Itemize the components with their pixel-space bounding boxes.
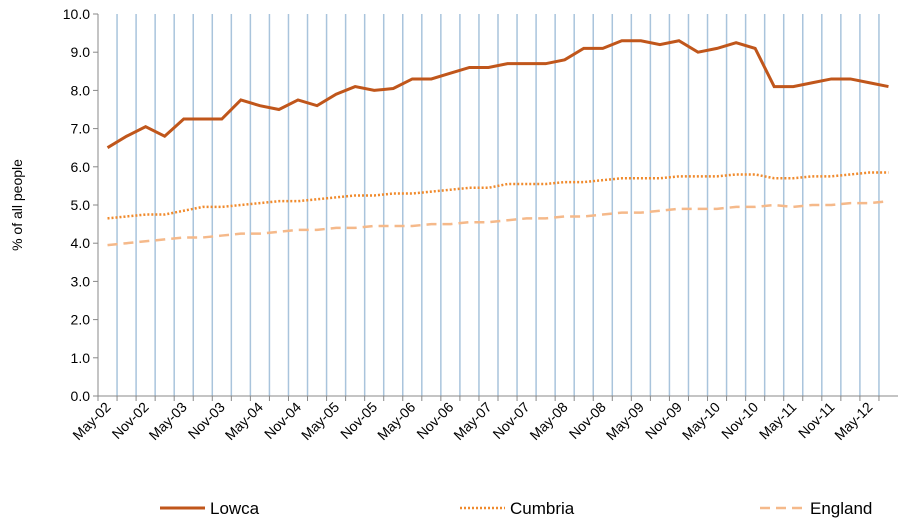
y-tick-label: 3.0 [71,273,91,289]
x-tick-label: May-06 [374,399,418,443]
y-tick-label: 0.0 [71,388,91,404]
x-tick-label: Nov-06 [413,399,456,442]
x-tick-label: Nov-04 [261,399,304,442]
x-tick-label: Nov-07 [489,399,532,442]
x-tick-label: Nov-11 [795,399,838,442]
x-tick-label: May-03 [146,399,190,443]
y-tick-label: 8.0 [71,82,91,98]
x-tick-label: Nov-08 [566,399,609,442]
y-tick-label: 9.0 [71,44,91,60]
x-tick-label: May-04 [222,399,266,443]
line-2 [107,199,889,247]
y-tick-label: 5.0 [71,197,91,213]
x-tick-label: May-10 [679,399,723,443]
line-0 [106,39,889,149]
x-tick-label: May-09 [603,399,647,443]
y-tick-label: 7.0 [71,121,91,137]
x-tick-label: Nov-03 [185,399,228,442]
y-tick-label: 2.0 [71,312,91,328]
legend-label: Lowca [210,499,260,518]
legend-label: Cumbria [510,499,575,518]
x-tick-label: May-07 [450,399,494,443]
y-axis-label: % of all people [9,159,25,251]
line-1 [107,171,889,220]
y-tick-label: 10.0 [63,6,90,22]
x-tick-label: May-02 [69,399,113,443]
x-tick-label: Nov-02 [109,399,152,442]
x-tick-label: May-08 [526,399,570,443]
x-tick-label: May-05 [298,399,342,443]
x-tick-label: Nov-10 [718,399,761,442]
y-tick-label: 1.0 [71,350,91,366]
legend-label: England [810,499,872,518]
y-tick-label: 4.0 [71,235,91,251]
x-tick-label: Nov-05 [337,399,380,442]
x-tick-label: May-12 [831,399,875,443]
y-tick-label: 6.0 [71,159,91,175]
x-tick-label: May-11 [756,399,800,443]
x-tick-label: Nov-09 [642,399,685,442]
